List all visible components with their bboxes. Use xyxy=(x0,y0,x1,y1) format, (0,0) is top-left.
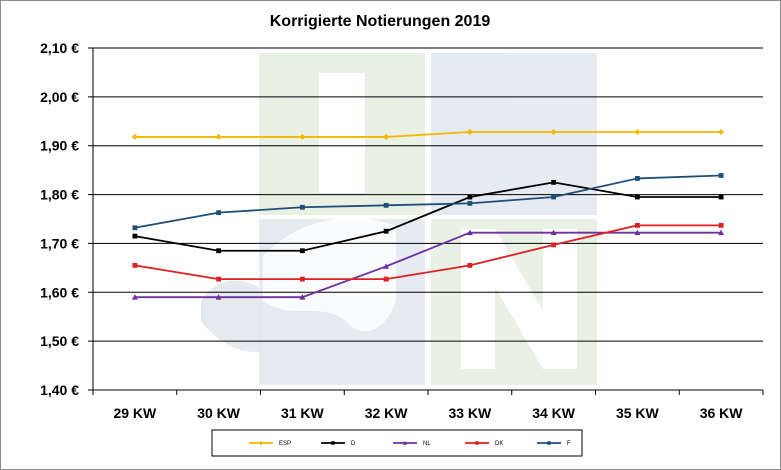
data-point xyxy=(216,276,222,282)
data-point xyxy=(131,133,138,140)
data-point xyxy=(383,133,390,140)
data-point xyxy=(299,248,305,254)
data-point xyxy=(718,194,724,200)
legend-label: NL xyxy=(423,441,431,447)
series-line xyxy=(134,174,722,229)
data-point xyxy=(215,294,222,300)
data-point xyxy=(551,242,557,248)
x-tick-label: 29 KW xyxy=(113,405,157,421)
data-point xyxy=(383,276,389,282)
x-tick-label: 35 KW xyxy=(616,405,660,421)
data-point xyxy=(466,129,473,136)
x-axis-tick-labels: 29 KW 30 KW 31 KW 32 KW 33 KW 34 KW 35 KW 36 KW xyxy=(113,405,743,421)
data-point xyxy=(550,229,557,236)
legend-item-esp: ESP xyxy=(249,440,291,447)
legend-label: ESP xyxy=(279,441,291,447)
x-tick-label: 31 KW xyxy=(281,405,325,421)
x-tick-label: 30 KW xyxy=(197,405,241,421)
data-point xyxy=(467,194,473,200)
data-point xyxy=(718,173,724,178)
legend-label: D xyxy=(351,441,356,447)
y-tick-label: 1,70 € xyxy=(40,235,79,251)
data-point xyxy=(216,210,222,216)
y-gridlines xyxy=(88,47,763,391)
isn-logo-watermark xyxy=(201,53,597,385)
legend-item-d: D xyxy=(321,441,356,447)
data-point xyxy=(634,194,640,200)
data-point xyxy=(299,204,305,210)
chart-title: Korrigierte Notierungen 2019 xyxy=(270,13,491,30)
data-point xyxy=(634,176,640,181)
data-point xyxy=(132,263,138,268)
data-point xyxy=(383,263,390,269)
data-point xyxy=(299,133,306,140)
series-nl xyxy=(131,229,725,300)
x-tick-label: 34 KW xyxy=(532,405,576,421)
axes xyxy=(92,48,764,395)
data-point xyxy=(550,129,557,136)
data-point xyxy=(467,200,473,206)
y-tick-label: 1,60 € xyxy=(40,284,79,300)
x-tick-label: 36 KW xyxy=(700,405,744,421)
y-tick-label: 1,40 € xyxy=(40,382,79,398)
y-tick-label: 2,00 € xyxy=(40,89,79,105)
data-point xyxy=(467,263,473,268)
data-point xyxy=(551,179,557,185)
data-point xyxy=(132,225,138,231)
data-point xyxy=(215,133,222,140)
series-dk xyxy=(132,222,724,282)
series-line xyxy=(134,224,722,280)
legend: ESP D NL DK F xyxy=(211,429,583,457)
data-point xyxy=(475,441,479,445)
data-point xyxy=(718,222,724,228)
legend-item-nl: NL xyxy=(393,440,431,447)
data-point xyxy=(299,294,306,300)
y-tick-label: 2,10 € xyxy=(40,40,79,56)
data-point xyxy=(258,440,264,446)
data-point xyxy=(131,294,138,300)
y-tick-label: 1,50 € xyxy=(40,333,79,349)
data-point xyxy=(402,440,408,445)
data-point xyxy=(383,228,389,234)
data-point xyxy=(551,194,557,200)
series-line xyxy=(134,131,722,138)
series-line xyxy=(134,181,722,252)
data-point xyxy=(634,222,640,228)
data-point xyxy=(547,441,551,445)
data-point xyxy=(466,229,473,236)
data-point xyxy=(383,202,389,208)
data-point xyxy=(718,129,725,136)
y-tick-label: 1,80 € xyxy=(40,187,79,203)
y-axis-tick-labels: 1,40 € 1,50 € 1,60 € 1,70 € 1,80 € 1,90 € 2,00… xyxy=(40,40,79,398)
series-f xyxy=(132,173,724,231)
series-lines xyxy=(131,129,725,300)
data-point xyxy=(718,229,725,236)
legend-label: DK xyxy=(495,441,503,447)
x-tick-label: 32 KW xyxy=(365,405,409,421)
data-point xyxy=(132,233,138,239)
series-d xyxy=(132,179,724,254)
data-point xyxy=(634,129,641,136)
data-point xyxy=(216,248,222,254)
y-tick-label: 1,90 € xyxy=(40,138,79,154)
x-tick-label: 33 KW xyxy=(448,405,492,421)
legend-item-dk: DK xyxy=(465,441,503,447)
legend-item-f: F xyxy=(537,441,571,447)
data-point xyxy=(331,441,335,445)
series-line xyxy=(134,231,722,299)
legend-label: F xyxy=(567,441,571,447)
data-point xyxy=(634,229,641,236)
data-point xyxy=(299,276,305,282)
series-esp xyxy=(131,129,725,140)
